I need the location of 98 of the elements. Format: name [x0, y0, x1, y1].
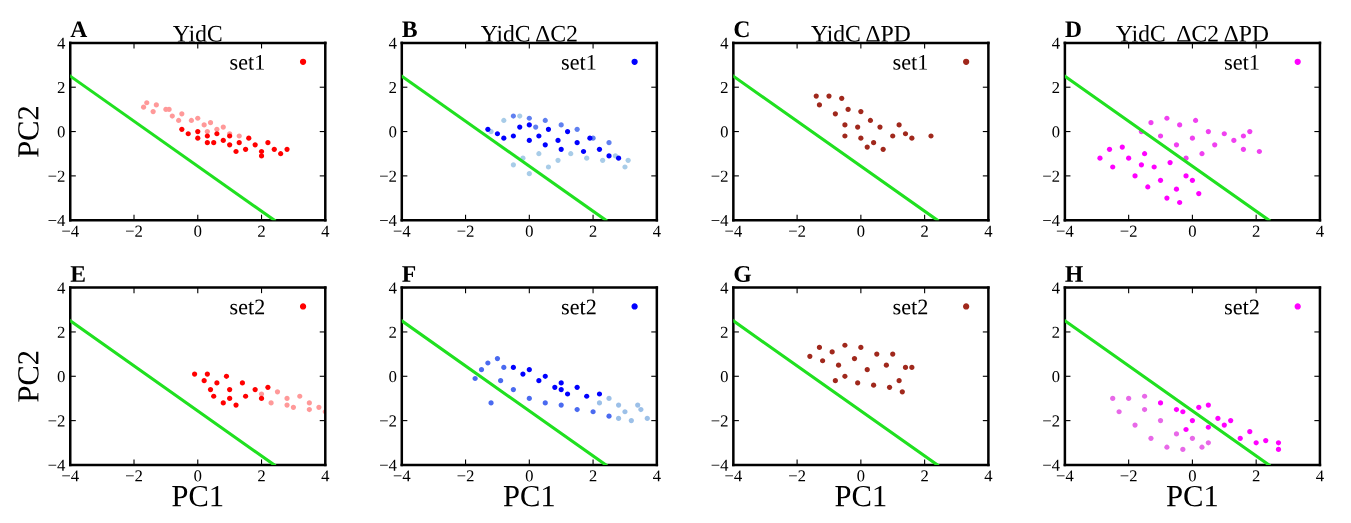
x-tick-label: 2: [589, 470, 597, 482]
y-tick-label: −2: [711, 415, 728, 427]
x-tick-label: 2: [921, 470, 928, 482]
x-tick-label: −2: [1120, 470, 1137, 482]
y-tick-label: 0: [57, 370, 65, 383]
y-tick-label: 4: [57, 37, 66, 49]
y-tick-label: 2: [1052, 326, 1060, 338]
y-tick-label: 4: [720, 37, 729, 49]
x-tick-label: −2: [789, 225, 806, 237]
x-tick-label: 2: [1252, 470, 1260, 482]
y-tick-label: −2: [1043, 415, 1060, 427]
y-tick-label: −4: [48, 215, 66, 227]
y-axis-title: PC2: [18, 106, 39, 157]
y-tick-label: 0: [720, 126, 728, 138]
text: A: [70, 21, 88, 37]
y-tick-label: −4: [1043, 215, 1060, 227]
x-tick-label: 0: [857, 470, 865, 482]
x-tick-label: 0: [857, 225, 865, 237]
legend-label: set2: [561, 299, 596, 315]
legend-label: set1: [893, 54, 928, 70]
x-tick-label: 2: [921, 225, 928, 237]
y-tick-label: 0: [1052, 370, 1060, 383]
x-tick-label: 0: [194, 470, 202, 482]
y-tick-label: 0: [57, 126, 65, 138]
legend-label: set1: [561, 54, 596, 70]
legend-label: set2: [230, 299, 265, 315]
y-tick-label: 4: [720, 282, 729, 294]
y-tick-label: 0: [389, 370, 397, 383]
x-tick-label: 0: [1188, 470, 1196, 482]
x-tick-label: 0: [194, 225, 202, 237]
y-tick-label: −4: [711, 215, 729, 227]
x-tick-label: 2: [589, 225, 597, 237]
x-tick-label: 4: [1316, 470, 1324, 482]
chart-title: YidC ΔC2: [480, 25, 577, 42]
x-tick-label: −2: [457, 225, 474, 237]
x-axis-title: PC1: [835, 485, 886, 507]
legend-label: set2: [893, 299, 928, 315]
y-tick-label: −2: [48, 170, 65, 182]
x-tick-label: 4: [652, 225, 661, 237]
chart-title: YidC ΔPD: [811, 25, 910, 42]
x-axis-title: PC1: [172, 485, 223, 507]
x-tick-label: 4: [652, 470, 661, 482]
y-tick-label: 2: [389, 81, 397, 93]
x-tick-label: 0: [1188, 225, 1196, 237]
y-tick-label: −4: [48, 459, 66, 471]
x-axis-title: PC1: [1166, 485, 1217, 507]
legend-label: set1: [230, 54, 264, 70]
y-tick-label: −2: [711, 170, 728, 182]
text: G: [734, 266, 752, 282]
y-tick-label: 0: [1052, 126, 1060, 138]
chart-title: YidC ΔC2 ΔPD: [1116, 25, 1268, 42]
y-tick-label: 4: [1052, 282, 1060, 294]
x-axis-title: PC1: [503, 485, 554, 507]
x-tick-label: 4: [984, 470, 993, 482]
chart-title: YidC: [173, 25, 222, 42]
x-tick-label: −2: [125, 225, 142, 237]
y-tick-label: −4: [380, 215, 397, 227]
x-tick-label: −2: [789, 470, 806, 482]
y-tick-label: 4: [388, 37, 397, 49]
x-tick-label: 4: [1316, 225, 1324, 237]
y-tick-label: 2: [720, 81, 728, 93]
text: H: [1065, 266, 1083, 282]
x-tick-label: 2: [1252, 225, 1260, 237]
y-tick-label: 0: [720, 370, 728, 383]
x-tick-label: −2: [125, 470, 142, 482]
text: D: [1065, 21, 1081, 38]
text: C: [734, 21, 749, 38]
legend-label: set1: [1225, 54, 1259, 70]
x-tick-label: 2: [258, 225, 265, 237]
y-tick-label: −2: [48, 415, 65, 427]
y-tick-label: −2: [1043, 170, 1060, 182]
y-tick-label: 2: [1052, 81, 1060, 93]
y-tick-label: −4: [380, 459, 397, 471]
y-tick-label: −2: [380, 170, 397, 182]
y-axis-title: PC2: [18, 351, 39, 402]
x-tick-label: 0: [525, 470, 533, 482]
legend-label: set2: [1225, 299, 1259, 315]
text: E: [70, 266, 85, 282]
y-tick-label: 4: [1052, 37, 1060, 49]
y-tick-label: −4: [1043, 459, 1060, 471]
x-tick-label: −2: [1120, 225, 1137, 237]
x-tick-label: 4: [321, 470, 330, 482]
y-tick-label: 4: [57, 282, 66, 294]
y-tick-label: 2: [720, 326, 728, 338]
y-tick-label: −2: [380, 415, 397, 427]
y-tick-label: 0: [389, 126, 397, 138]
text: B: [402, 21, 417, 38]
x-tick-label: 0: [525, 225, 533, 237]
y-tick-label: 2: [57, 81, 65, 93]
y-tick-label: 2: [389, 326, 397, 338]
y-tick-label: 4: [388, 282, 397, 294]
x-tick-label: 4: [984, 225, 993, 237]
x-tick-label: −2: [457, 470, 474, 482]
y-tick-label: −4: [711, 459, 729, 471]
x-tick-label: 4: [321, 225, 330, 237]
y-tick-label: 2: [57, 326, 65, 338]
x-tick-label: 2: [258, 470, 265, 482]
text: F: [402, 266, 416, 282]
